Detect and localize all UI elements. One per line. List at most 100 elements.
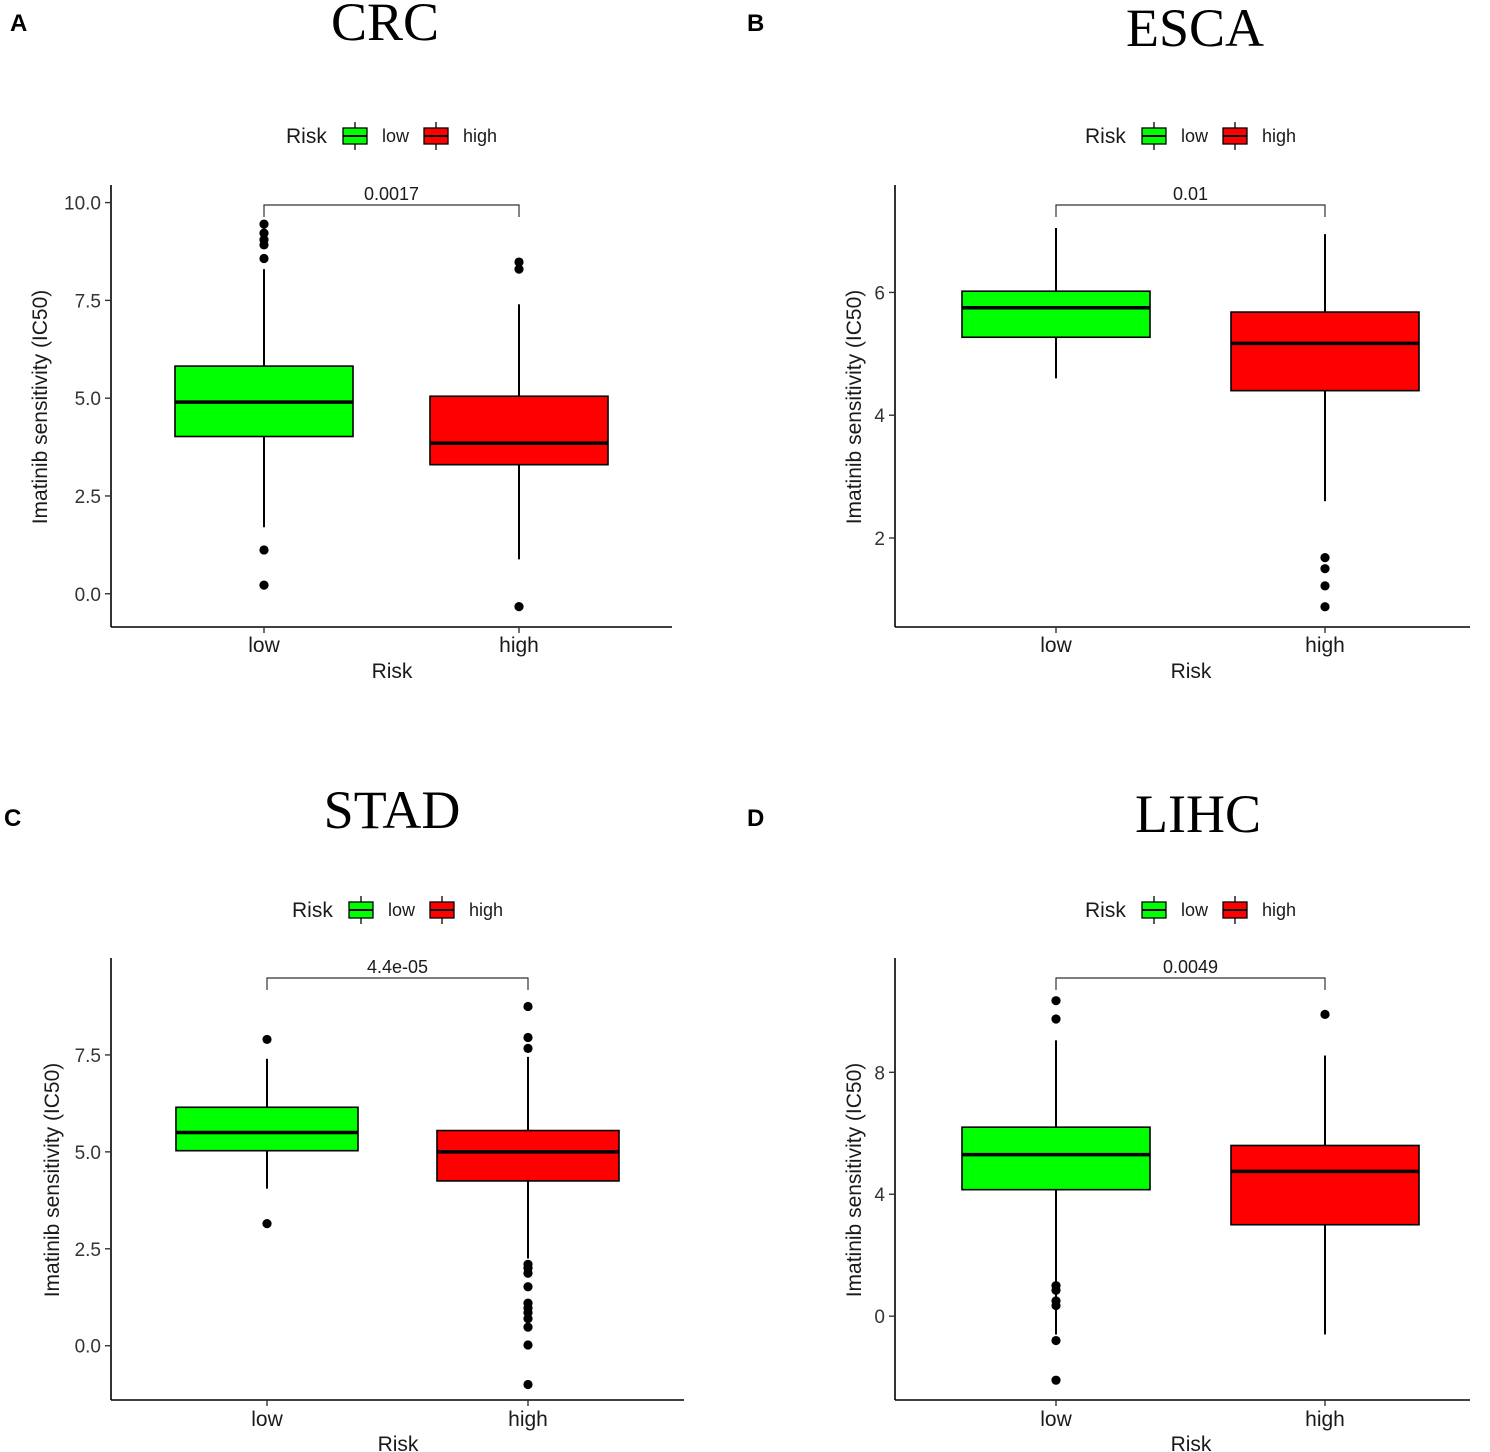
y-tick-label: 4 [874, 1185, 885, 1206]
box-high [429, 257, 609, 612]
x-tick-label: high [499, 634, 539, 657]
outlier-point [1051, 1335, 1061, 1346]
outlier-point [1051, 1281, 1061, 1291]
outlier-point [259, 253, 269, 264]
outlier-point [523, 1379, 533, 1390]
outlier-point [523, 1259, 533, 1269]
iqr-box [429, 395, 609, 466]
outlier-point [1320, 581, 1330, 591]
outlier-point [1051, 1014, 1061, 1024]
outlier-point [514, 264, 524, 274]
legend: Risk low high [292, 896, 503, 924]
outlier-point [523, 1282, 533, 1292]
y-tick-label: 0.0 [75, 585, 101, 606]
outlier-point [523, 1001, 533, 1012]
outlier-point [523, 1043, 533, 1053]
box-high [436, 1001, 620, 1390]
significance-bracket [1055, 204, 1326, 217]
y-axis-title: Imatinib sensitivity (IC50) [843, 1063, 866, 1298]
legend-label-low: low [382, 126, 410, 146]
y-tick-label: 2 [874, 529, 885, 550]
iqr-box [961, 1126, 1151, 1191]
y-tick-label: 5.0 [75, 389, 101, 410]
outlier-point [259, 235, 269, 245]
legend-label-low: low [1181, 900, 1209, 920]
y-tick-label: 10.0 [64, 194, 101, 215]
panel-title: CRC [331, 0, 439, 52]
panel-letter: D [747, 805, 764, 832]
outlier-point [262, 1034, 272, 1045]
y-axis-title: Imatinib sensitivity (IC50) [843, 290, 866, 525]
outlier-point [1320, 553, 1330, 563]
legend-label-high: high [469, 900, 503, 920]
panel-letter: B [747, 10, 764, 37]
y-tick-label: 7.5 [75, 291, 101, 312]
iqr-box [1230, 311, 1420, 392]
iqr-box [175, 1106, 359, 1152]
y-tick-label: 7.5 [75, 1046, 101, 1067]
x-tick-label: low [1040, 634, 1072, 657]
significance-bracket [1055, 977, 1326, 990]
x-tick-label: high [1305, 1408, 1345, 1431]
outlier-point [1051, 996, 1061, 1006]
legend-label-low: low [388, 900, 416, 920]
outlier-point [523, 1032, 533, 1043]
y-tick-label: 6 [874, 283, 885, 304]
legend-label-low: low [1181, 126, 1209, 146]
outlier-point [514, 602, 524, 612]
outlier-point [1051, 1375, 1061, 1385]
outlier-point [259, 228, 269, 238]
y-tick-label: 2.5 [75, 487, 101, 508]
y-tick-label: 4 [874, 406, 885, 427]
legend: Risk low high [1085, 896, 1296, 924]
x-tick-label: high [508, 1408, 548, 1431]
outlier-point [523, 1298, 533, 1308]
legend-label-high: high [1262, 900, 1296, 920]
box-high [1230, 234, 1420, 612]
x-tick-label: low [1040, 1408, 1072, 1431]
box-low [174, 219, 354, 590]
y-tick-label: 0.0 [75, 1337, 101, 1358]
iqr-box [1230, 1144, 1420, 1226]
outlier-point [259, 580, 269, 590]
box-low [961, 227, 1151, 379]
legend-title: Risk [1085, 899, 1126, 922]
y-tick-label: 8 [874, 1063, 885, 1084]
y-tick-label: 5.0 [75, 1143, 101, 1164]
iqr-box [961, 290, 1151, 339]
y-axis-title: Imatinib sensitivity (IC50) [41, 1063, 64, 1298]
panel-a: A CRC Risk low high 0.0 2.5 5.0 7.5 10.0 Imatinib … [10, 0, 672, 683]
y-tick-label: 2.5 [75, 1240, 101, 1261]
x-tick-label: high [1305, 634, 1345, 657]
outlier-point [523, 1340, 533, 1350]
outlier-point [262, 1218, 272, 1229]
significance-bracket [266, 977, 529, 990]
x-tick-label: low [251, 1408, 283, 1431]
panel-title: ESCA [1126, 0, 1264, 58]
legend-title: Risk [1085, 125, 1126, 148]
box-low [961, 996, 1151, 1385]
outlier-point [1320, 564, 1330, 574]
iqr-box [436, 1129, 620, 1182]
significance-bracket [263, 204, 520, 217]
x-axis-title: Risk [1171, 660, 1212, 683]
p-value-label: 0.01 [1173, 184, 1208, 204]
y-tick-label: 0 [874, 1307, 885, 1328]
outlier-point [1320, 602, 1330, 612]
panel-letter: C [4, 805, 21, 832]
outlier-point [259, 219, 269, 229]
outlier-point [514, 257, 524, 267]
outlier-point [1320, 1009, 1330, 1019]
outlier-point [1051, 1296, 1061, 1306]
panel-c: C STAD Risk low high 0.0 2.5 5.0 7.5 Imatinib sen… [4, 780, 684, 1452]
legend-title: Risk [292, 899, 333, 922]
p-value-label: 0.0049 [1163, 957, 1218, 977]
x-axis-title: Risk [378, 1433, 419, 1452]
x-tick-label: low [248, 634, 280, 657]
legend: Risk low high [1085, 122, 1296, 150]
p-value-label: 4.4e-05 [367, 957, 428, 977]
outlier-point [259, 545, 269, 555]
x-axis-title: Risk [1171, 1433, 1212, 1452]
panel-letter: A [10, 10, 27, 37]
